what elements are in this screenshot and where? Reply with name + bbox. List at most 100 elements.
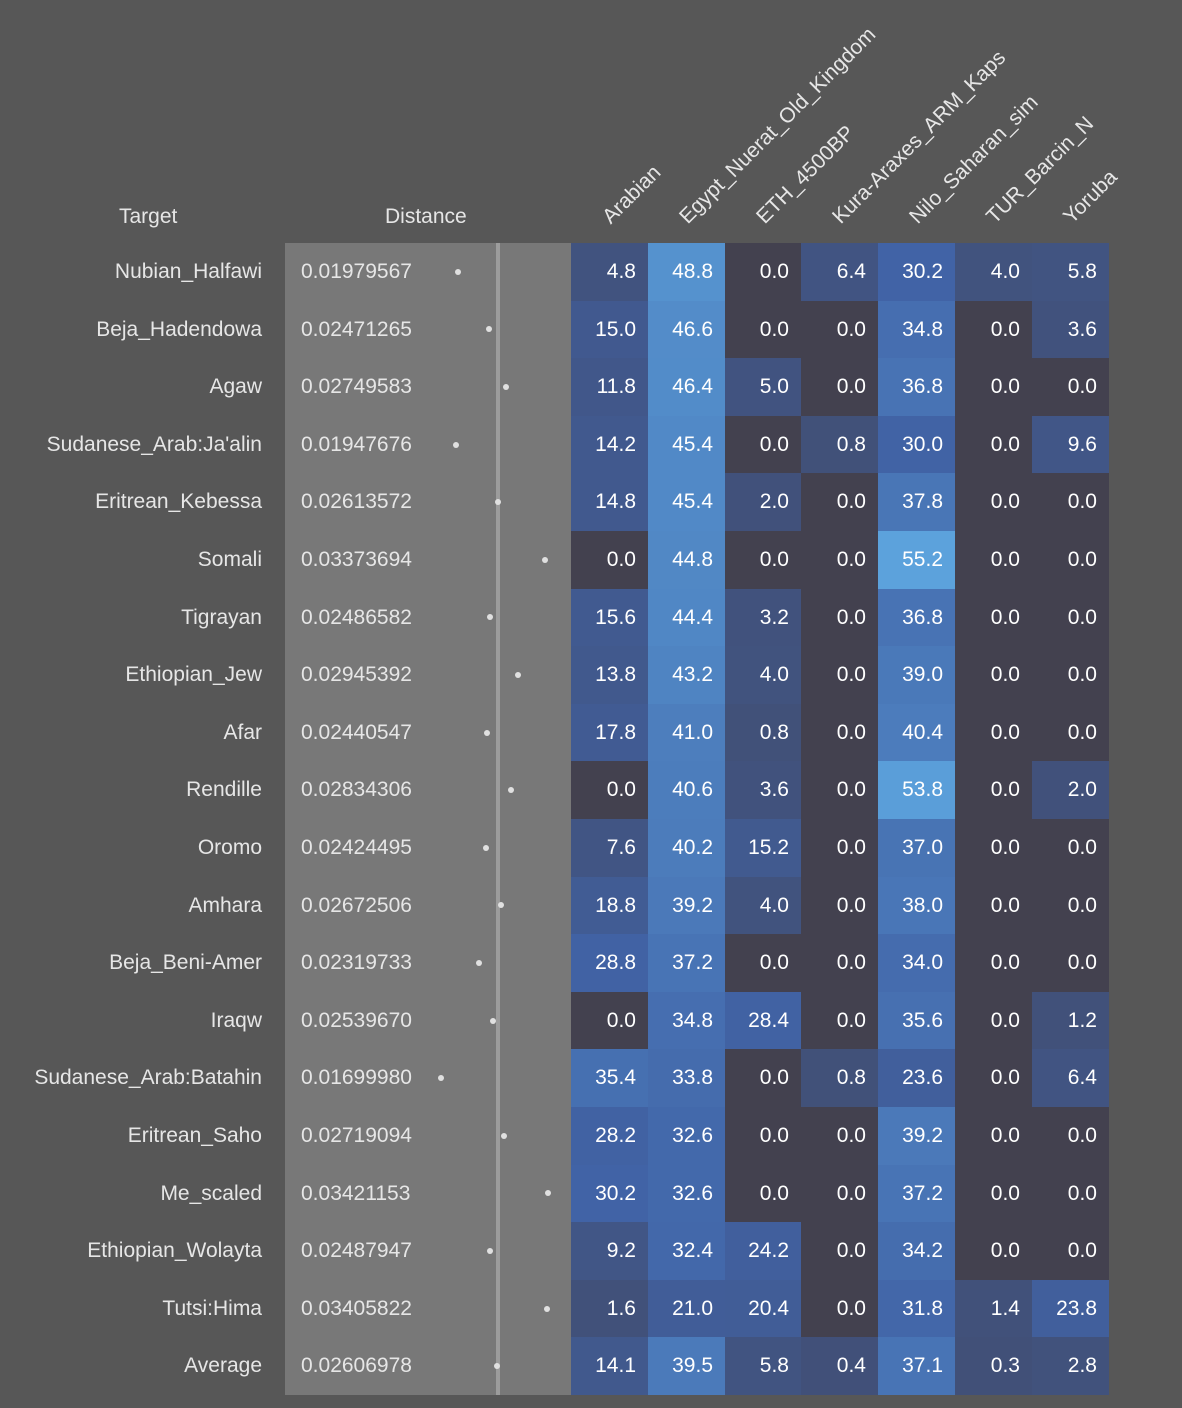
heatmap-cell: 6.4	[1032, 1049, 1109, 1107]
heatmap-cell: 0.0	[1032, 877, 1109, 934]
heatmap-cell: 0.0	[801, 877, 878, 934]
heatmap-cell: 1.2	[1032, 992, 1109, 1049]
heatmap-cell: 2.0	[725, 473, 801, 531]
heatmap-cell: 2.0	[1032, 761, 1109, 819]
row-label: Tutsi:Hima	[162, 1296, 262, 1320]
heatmap-cell: 9.6	[1032, 416, 1109, 473]
heatmap-cell: 0.0	[801, 1280, 878, 1337]
heatmap-cell: 0.0	[725, 301, 801, 358]
distance-value: 0.02749583	[301, 375, 412, 399]
row-label: Agaw	[209, 375, 262, 399]
row-label: Nubian_Halfawi	[114, 260, 262, 283]
heatmap-cell: 0.0	[955, 589, 1032, 646]
distance-dot	[437, 1075, 444, 1082]
row-label: Beja_Hadendowa	[96, 317, 262, 341]
heatmap-cell: 0.0	[1032, 704, 1109, 761]
distance-value: 0.02672506	[301, 893, 412, 917]
row-label: Sudanese_Arab:Batahin	[34, 1066, 262, 1090]
heatmap-cell: 0.0	[955, 819, 1032, 877]
heatmap-cell: 0.0	[955, 358, 1032, 416]
heatmap-cell: 15.6	[571, 589, 648, 646]
distance-header: Distance	[385, 205, 467, 228]
distance-value: 0.02945392	[301, 663, 412, 687]
heatmap-cell: 0.0	[725, 1049, 801, 1107]
heatmap-cell: 4.0	[725, 877, 801, 934]
heatmap-cell: 0.0	[801, 704, 878, 761]
heatmap-cell: 40.4	[878, 704, 955, 761]
heatmap-cell: 0.0	[1032, 1222, 1109, 1280]
heatmap-cell: 0.0	[955, 531, 1032, 589]
target-header: Target	[119, 205, 178, 228]
heatmap-cell: 34.0	[878, 934, 955, 992]
heatmap-cell: 46.6	[648, 301, 725, 358]
heatmap-cell: 5.0	[725, 358, 801, 416]
heatmap-cell: 1.4	[955, 1280, 1032, 1337]
heatmap-cell: 33.8	[648, 1049, 725, 1107]
row-label: Amhara	[188, 893, 262, 917]
heatmap-cell: 45.4	[648, 416, 725, 473]
heatmap-cell: 5.8	[1032, 243, 1109, 301]
heatmap-cell: 0.0	[801, 531, 878, 589]
heatmap-cell: 5.8	[725, 1337, 801, 1395]
distance-dot	[485, 326, 492, 333]
heatmap-cell: 0.0	[1032, 934, 1109, 992]
distance-value: 0.03373694	[301, 548, 412, 571]
distance-value: 0.02440547	[301, 720, 412, 744]
heatmap-cell: 0.0	[801, 1165, 878, 1222]
heatmap-cell: 21.0	[648, 1280, 725, 1337]
heatmap-cell: 0.0	[801, 358, 878, 416]
row-label: Oromo	[197, 836, 262, 859]
heatmap-cell: 0.0	[571, 531, 648, 589]
heatmap-cell: 23.6	[878, 1049, 955, 1107]
heatmap-cell: 11.8	[571, 358, 648, 416]
heatmap-cell: 0.0	[1032, 1107, 1109, 1165]
heatmap-cell: 7.6	[571, 819, 648, 877]
row-label: Ethiopian_Jew	[125, 663, 262, 687]
heatmap-cell: 0.4	[801, 1337, 878, 1395]
heatmap-cell: 0.0	[955, 1165, 1032, 1222]
heatmap-cell: 44.8	[648, 531, 725, 589]
distance-value: 0.01699980	[301, 1066, 412, 1090]
heatmap-cell: 48.8	[648, 243, 725, 301]
distance-dot	[508, 787, 515, 794]
heatmap-cell: 0.0	[1032, 531, 1109, 589]
heatmap-cell: 0.0	[801, 934, 878, 992]
heatmap-cell: 0.3	[955, 1337, 1032, 1395]
distance-value: 0.01947676	[301, 432, 412, 456]
heatmap-cell: 28.2	[571, 1107, 648, 1165]
distance-value: 0.02487947	[301, 1239, 412, 1263]
heatmap-cell: 0.0	[571, 761, 648, 819]
heatmap-cell: 0.0	[1032, 819, 1109, 877]
distance-dot	[455, 268, 461, 275]
heatmap-cell: 9.2	[571, 1222, 648, 1280]
heatmap-cell: 0.0	[725, 531, 801, 589]
heatmap-cell: 0.0	[955, 646, 1032, 704]
heatmap-cell: 0.0	[801, 819, 878, 877]
heatmap-cell: 37.2	[878, 1165, 955, 1222]
distance-dot	[482, 844, 489, 851]
row-label: Ethiopian_Wolayta	[87, 1239, 262, 1263]
row-label: Afar	[223, 720, 262, 744]
heatmap-cell: 37.8	[878, 473, 955, 531]
distance-dot	[476, 960, 483, 966]
distance-value: 0.01979567	[301, 260, 412, 283]
heatmap-cell: 0.0	[801, 761, 878, 819]
heatmap-cell: 0.0	[801, 1222, 878, 1280]
heatmap-cell: 0.8	[725, 704, 801, 761]
average-distance-line	[496, 243, 501, 1395]
column-header: Nilo_Saharan_sim	[905, 90, 1043, 229]
heatmap-cell: 0.0	[801, 301, 878, 358]
heatmap-cell: 0.0	[955, 877, 1032, 934]
heatmap-cell: 37.0	[878, 819, 955, 877]
row-label: Iraqw	[210, 1008, 262, 1032]
heatmap-cell: 31.8	[878, 1280, 955, 1337]
heatmap-cell: 36.8	[878, 589, 955, 646]
heatmap-cell: 15.0	[571, 301, 648, 358]
heatmap-cell: 0.0	[1032, 473, 1109, 531]
heatmap-cell: 30.0	[878, 416, 955, 473]
distance-value: 0.02424495	[301, 836, 412, 859]
distance-dot	[503, 384, 510, 390]
heatmap-cell: 0.0	[725, 416, 801, 473]
heatmap-cell: 39.2	[648, 877, 725, 934]
distance-dot	[453, 441, 459, 448]
